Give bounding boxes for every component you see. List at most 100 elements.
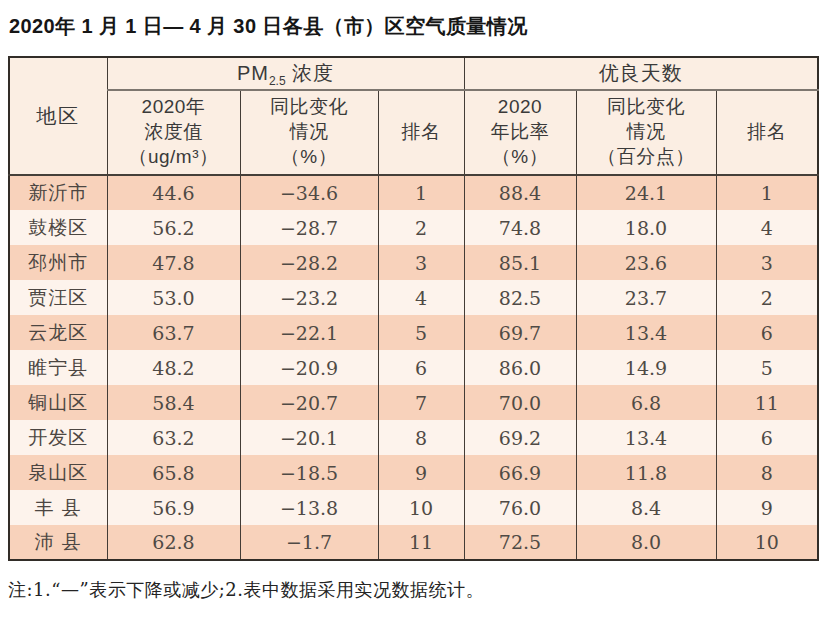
cell-good-change: 13.4 (576, 315, 716, 350)
cell-good-rate: 66.9 (464, 455, 576, 490)
cell-good-rate: 72.5 (464, 525, 576, 560)
cell-pm-value: 56.2 (107, 210, 240, 245)
cell-pm-change: −28.7 (240, 210, 378, 245)
cell-pm-change: −28.2 (240, 245, 378, 280)
cell-good-rank: 6 (716, 315, 818, 350)
cell-pm-rank: 6 (378, 350, 464, 385)
cell-region: 开发区 (9, 420, 107, 455)
pm25-label-main: PM (237, 62, 269, 84)
cell-pm-change: −34.6 (240, 175, 378, 210)
group-header-row: 地区 PM2.5 浓度 优良天数 (9, 57, 818, 90)
cell-region: 沛 县 (9, 525, 107, 560)
table-row: 丰 县56.9−13.81076.08.49 (9, 490, 818, 525)
cell-pm-rank: 4 (378, 280, 464, 315)
cell-pm-value: 65.8 (107, 455, 240, 490)
pm25-label-rest: 浓度 (286, 62, 335, 84)
cell-region: 泉山区 (9, 455, 107, 490)
cell-good-rank: 10 (716, 525, 818, 560)
table-row: 邳州市47.8−28.2385.123.63 (9, 245, 818, 280)
cell-good-rate: 76.0 (464, 490, 576, 525)
cell-good-rank: 8 (716, 455, 818, 490)
cell-pm-rank: 3 (378, 245, 464, 280)
cell-pm-rank: 10 (378, 490, 464, 525)
cell-good-rate: 70.0 (464, 385, 576, 420)
col-header-good-rank: 排名 (716, 90, 818, 175)
table-row: 沛 县62.8−1.71172.58.010 (9, 525, 818, 560)
cell-pm-value: 53.0 (107, 280, 240, 315)
cell-good-rate: 69.7 (464, 315, 576, 350)
cell-good-rate: 88.4 (464, 175, 576, 210)
table-body: 新沂市44.6−34.6188.424.11鼓楼区56.2−28.7274.81… (9, 175, 818, 560)
col-header-pm-change: 同比变化 情况 （%） (240, 90, 378, 175)
col-header-pm-rank: 排名 (378, 90, 464, 175)
table-row: 鼓楼区56.2−28.7274.818.04 (9, 210, 818, 245)
cell-good-change: 8.0 (576, 525, 716, 560)
cell-region: 丰 县 (9, 490, 107, 525)
cell-good-change: 18.0 (576, 210, 716, 245)
cell-region: 贾汪区 (9, 280, 107, 315)
cell-pm-value: 58.4 (107, 385, 240, 420)
cell-good-change: 13.4 (576, 420, 716, 455)
cell-pm-rank: 2 (378, 210, 464, 245)
cell-pm-change: −23.2 (240, 280, 378, 315)
cell-good-change: 8.4 (576, 490, 716, 525)
table-row: 睢宁县48.2−20.9686.014.95 (9, 350, 818, 385)
table-row: 铜山区58.4−20.7770.06.811 (9, 385, 818, 420)
cell-pm-change: −20.7 (240, 385, 378, 420)
cell-region: 云龙区 (9, 315, 107, 350)
table-row: 贾汪区53.0−23.2482.523.72 (9, 280, 818, 315)
page: 2020年 1 月 1 日— 4 月 30 日各县（市）区空气质量情况 地区 P… (0, 0, 825, 620)
cell-region: 新沂市 (9, 175, 107, 210)
col-group-pm25: PM2.5 浓度 (107, 57, 464, 90)
cell-pm-rank: 9 (378, 455, 464, 490)
cell-pm-rank: 7 (378, 385, 464, 420)
cell-pm-value: 44.6 (107, 175, 240, 210)
col-header-good-rate: 2020 年比率 （%） (464, 90, 576, 175)
cell-pm-value: 47.8 (107, 245, 240, 280)
cell-pm-rank: 5 (378, 315, 464, 350)
cell-good-change: 23.6 (576, 245, 716, 280)
cell-good-rank: 6 (716, 420, 818, 455)
cell-good-rate: 74.8 (464, 210, 576, 245)
cell-good-change: 24.1 (576, 175, 716, 210)
cell-pm-value: 63.7 (107, 315, 240, 350)
cell-good-rank: 2 (716, 280, 818, 315)
table-header: 地区 PM2.5 浓度 优良天数 2020年 浓度值 （ug/m³） 同比变化 … (9, 57, 818, 175)
cell-pm-value: 63.2 (107, 420, 240, 455)
cell-good-change: 23.7 (576, 280, 716, 315)
cell-good-rate: 69.2 (464, 420, 576, 455)
col-group-good-days: 优良天数 (464, 57, 818, 90)
air-quality-table: 地区 PM2.5 浓度 优良天数 2020年 浓度值 （ug/m³） 同比变化 … (8, 56, 819, 561)
col-header-pm-value: 2020年 浓度值 （ug/m³） (107, 90, 240, 175)
cell-good-rank: 1 (716, 175, 818, 210)
cell-region: 鼓楼区 (9, 210, 107, 245)
cell-pm-value: 56.9 (107, 490, 240, 525)
cell-pm-change: −20.9 (240, 350, 378, 385)
footnote: 注:1.“—”表示下降或减少;2.表中数据采用实况数据统计。 (8, 578, 825, 602)
cell-good-rate: 86.0 (464, 350, 576, 385)
cell-pm-rank: 1 (378, 175, 464, 210)
col-header-region: 地区 (9, 57, 107, 175)
cell-good-rank: 11 (716, 385, 818, 420)
cell-good-rank: 4 (716, 210, 818, 245)
cell-pm-change: −20.1 (240, 420, 378, 455)
cell-pm-rank: 8 (378, 420, 464, 455)
cell-good-change: 14.9 (576, 350, 716, 385)
cell-pm-change: −13.8 (240, 490, 378, 525)
cell-pm-rank: 11 (378, 525, 464, 560)
cell-region: 睢宁县 (9, 350, 107, 385)
table-row: 开发区63.2−20.1869.213.46 (9, 420, 818, 455)
cell-pm-value: 62.8 (107, 525, 240, 560)
table-row: 云龙区63.7−22.1569.713.46 (9, 315, 818, 350)
cell-good-rate: 82.5 (464, 280, 576, 315)
cell-pm-value: 48.2 (107, 350, 240, 385)
pm25-subscript: 2.5 (269, 74, 286, 88)
cell-good-change: 11.8 (576, 455, 716, 490)
cell-good-change: 6.8 (576, 385, 716, 420)
cell-region: 铜山区 (9, 385, 107, 420)
cell-good-rank: 9 (716, 490, 818, 525)
sub-header-row: 2020年 浓度值 （ug/m³） 同比变化 情况 （%） 排名 2020 年比… (9, 90, 818, 175)
cell-pm-change: −1.7 (240, 525, 378, 560)
table-row: 泉山区65.8−18.5966.911.88 (9, 455, 818, 490)
col-header-good-change: 同比变化 情况 （百分点） (576, 90, 716, 175)
